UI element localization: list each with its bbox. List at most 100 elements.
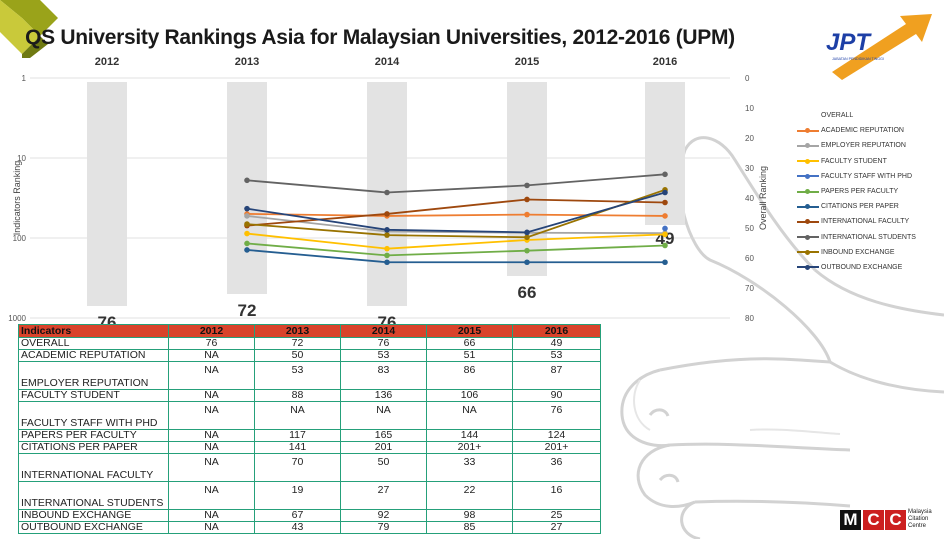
data-point [384, 245, 390, 252]
right-tick-label: 50 [745, 224, 754, 233]
data-point [384, 252, 390, 259]
legend-swatch [797, 218, 819, 226]
legend-label: EMPLOYER REPUTATION [821, 142, 906, 150]
jpt-logo-text: JPT [826, 29, 872, 56]
table-cell-value: 76 [168, 337, 255, 350]
table-cell-value: NA [168, 509, 255, 522]
table-cell-value: 98 [426, 509, 513, 522]
legend-item: OVERALL [797, 108, 942, 123]
table-cell-value: NA [168, 349, 255, 362]
data-point [244, 177, 250, 184]
table-cell-value: 53 [254, 361, 341, 390]
legend-swatch [797, 188, 819, 196]
legend-label: FACULTY STUDENT [821, 157, 887, 165]
data-point [524, 182, 530, 189]
table-cell-value: 201+ [426, 441, 513, 454]
table-row: INTERNATIONAL STUDENTS NA 19 27 22 16 [18, 481, 601, 510]
table-cell-value: 90 [512, 389, 601, 402]
left-axis-title: Indicators Ranking [12, 161, 22, 236]
data-point [524, 234, 530, 241]
data-point [662, 171, 668, 178]
table-cell-value: 88 [254, 389, 341, 402]
chart-title: QS University Rankings Asia for Malaysia… [25, 26, 735, 49]
table-cell-value: 87 [512, 361, 601, 390]
table-row: OVERALL 76 72 76 66 49 [18, 337, 601, 350]
legend-label: ACADEMIC REPUTATION [821, 127, 904, 135]
mcc-logo-c1: C [863, 510, 884, 530]
table-cell-value: NA [168, 429, 255, 442]
legend-label: OVERALL [821, 112, 854, 120]
legend-label: OUTBOUND EXCHANGE [821, 263, 903, 271]
table-header-cell: 2016 [512, 324, 601, 338]
table-cell-value: NA [168, 521, 255, 534]
data-point [244, 205, 250, 212]
indicators-table: Indicators 2012 2013 2014 2015 2016 OVERALL 76… [18, 324, 601, 534]
table-header-cell: 2014 [340, 324, 427, 338]
table-cell-value: NA [168, 481, 255, 510]
table-header-cell: 2012 [168, 324, 255, 338]
table-cell-value: 67 [254, 509, 341, 522]
legend-item: INBOUND EXCHANGE [797, 245, 942, 260]
table-cell-value: 53 [512, 349, 601, 362]
legend-label: INTERNATIONAL FACULTY [821, 218, 910, 226]
series-line [246, 191, 666, 234]
table-cell-value: 106 [426, 389, 513, 402]
table-cell-value: 19 [254, 481, 341, 510]
table-header-cell: 2015 [426, 324, 513, 338]
table-row: OUTBOUND EXCHANGE NA 43 79 85 27 [18, 521, 601, 534]
right-tick-label: 70 [745, 284, 754, 293]
data-point [662, 231, 668, 238]
line-chart: 1 10 100 1000 0 10 20 30 40 50 60 70 80 Indicators Ra… [8, 56, 768, 332]
left-tick-label: 1 [22, 74, 27, 83]
table-cell-value: 27 [340, 481, 427, 510]
series-line [246, 249, 665, 264]
mcc-logo-text: Malaysia Citation Centre [908, 509, 932, 529]
table-cell-value: NA [340, 401, 427, 430]
table-cell-indicator: INBOUND EXCHANGE [18, 509, 169, 522]
legend-item: INTERNATIONAL STUDENTS [797, 230, 942, 245]
table-cell-value: 43 [254, 521, 341, 534]
table-row: PAPERS PER FACULTY NA 117 165 144 124 [18, 429, 601, 442]
corner-logo [0, 0, 58, 58]
legend-swatch [797, 157, 819, 165]
data-point [662, 199, 668, 206]
legend-swatch [797, 172, 819, 180]
table-cell-indicator: OVERALL [18, 337, 169, 350]
table-cell-value: 25 [512, 509, 601, 522]
series-line [246, 188, 666, 239]
legend-swatch [797, 203, 819, 211]
right-tick-label: 40 [745, 194, 754, 203]
table-row: INBOUND EXCHANGE NA 67 92 98 25 [18, 509, 601, 522]
legend-label: CITATIONS PER PAPER [821, 203, 899, 211]
table-cell-value: 33 [426, 453, 513, 482]
series-line [246, 198, 666, 227]
table-cell-value: 165 [340, 429, 427, 442]
right-tick-label: 30 [745, 164, 754, 173]
overall-data-label: 66 [518, 283, 537, 302]
legend-label: INTERNATIONAL STUDENTS [821, 233, 916, 241]
right-axis-title: Overall Ranking [758, 166, 768, 230]
data-point [384, 189, 390, 196]
legend-item: PAPERS PER FACULTY [797, 184, 942, 199]
table-cell-value: 66 [426, 337, 513, 350]
table-cell-value: 36 [512, 453, 601, 482]
data-point [524, 229, 530, 236]
overall-data-label: 72 [238, 301, 257, 320]
table-cell-value: 86 [426, 361, 513, 390]
legend-item: ACADEMIC REPUTATION [797, 123, 942, 138]
x-tick-label: 2016 [653, 56, 677, 68]
series-line [246, 215, 666, 235]
table-cell-value: NA [168, 441, 255, 454]
left-tick-label: 100 [13, 234, 27, 243]
table-row: INTERNATIONAL FACULTY NA 70 50 33 36 [18, 453, 601, 482]
data-point [244, 247, 250, 253]
data-point [244, 230, 250, 237]
table-cell-value: NA [168, 361, 255, 390]
table-row: FACULTY STUDENT NA 88 136 106 90 [18, 389, 601, 402]
data-point [244, 240, 250, 247]
x-tick-label: 2012 [95, 56, 119, 68]
data-point [244, 221, 250, 227]
mcc-logo-c2: C [885, 510, 906, 530]
table-cell-value: 51 [426, 349, 513, 362]
table-cell-indicator: EMPLOYER REPUTATION [18, 361, 169, 390]
